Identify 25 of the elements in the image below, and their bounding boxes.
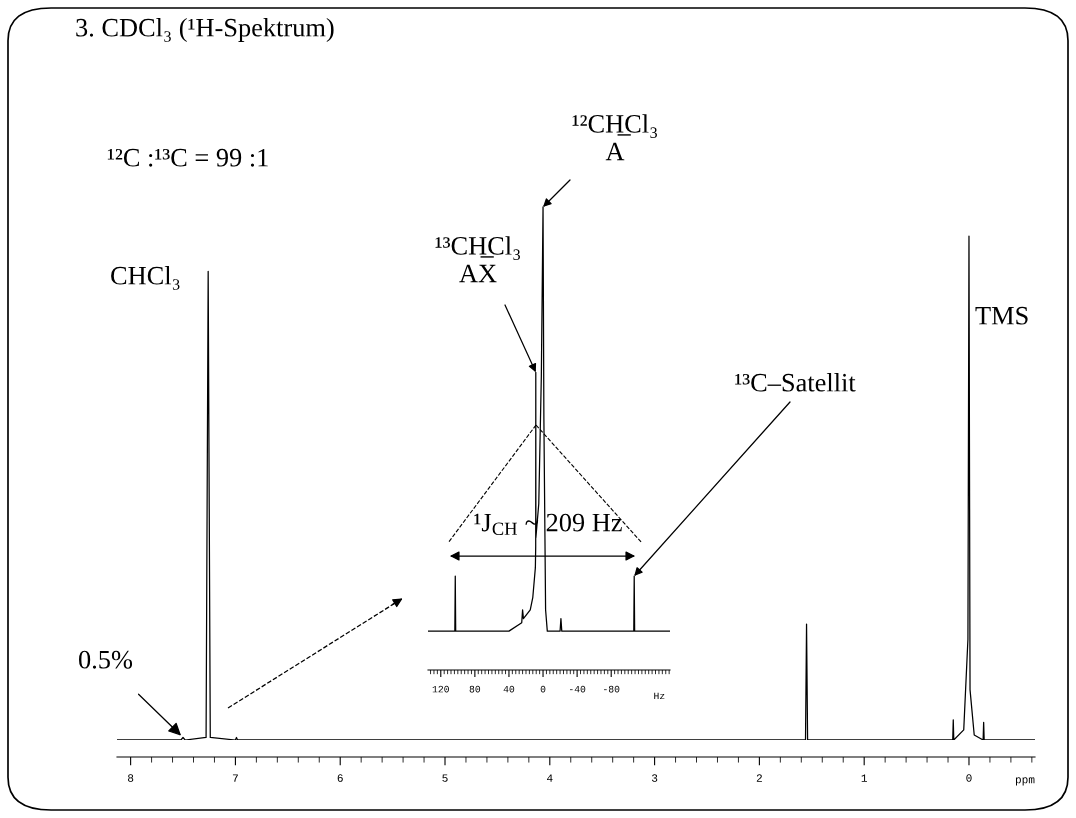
x-tick-label: 40 (503, 685, 515, 693)
x-tick-label: -80 (604, 685, 620, 693)
chart-title: 3. CDCl₃ (¹H-Spektrum) (76, 18, 334, 42)
annotation: ¹³C–Satellit (735, 373, 856, 392)
annotation: ¹³CH̲Cl₃ AX (435, 236, 520, 283)
x-tick-label: 3 (651, 774, 658, 782)
x-tick-label: 0 (966, 774, 972, 782)
x-tick-label: -40 (569, 685, 586, 693)
x-tick-label: 8 (128, 774, 134, 782)
x-tick-label: 4 (547, 774, 553, 782)
x-tick-label: 120 (432, 685, 449, 693)
x-tick-label: 2 (756, 774, 762, 782)
annotation: ¹²CH̲Cl₃ A (572, 114, 657, 161)
x-tick-label: 1 (861, 774, 867, 782)
annotation: TMS (975, 306, 1028, 325)
x-tick-label: 5 (442, 774, 448, 782)
annotation: CHCl₃ (111, 266, 180, 290)
annotation: 0.5% (79, 650, 133, 669)
x-tick-label: 0 (540, 685, 546, 693)
x-tick-label: 6 (337, 774, 343, 782)
x-axis-title: ppm (1015, 777, 1035, 786)
text: ¹²C :¹³C = 99 :1 (107, 148, 268, 167)
x-tick-label: 80 (469, 685, 481, 693)
x-axis-title: Hz (654, 692, 665, 700)
x-tick-label: 7 (232, 774, 238, 782)
